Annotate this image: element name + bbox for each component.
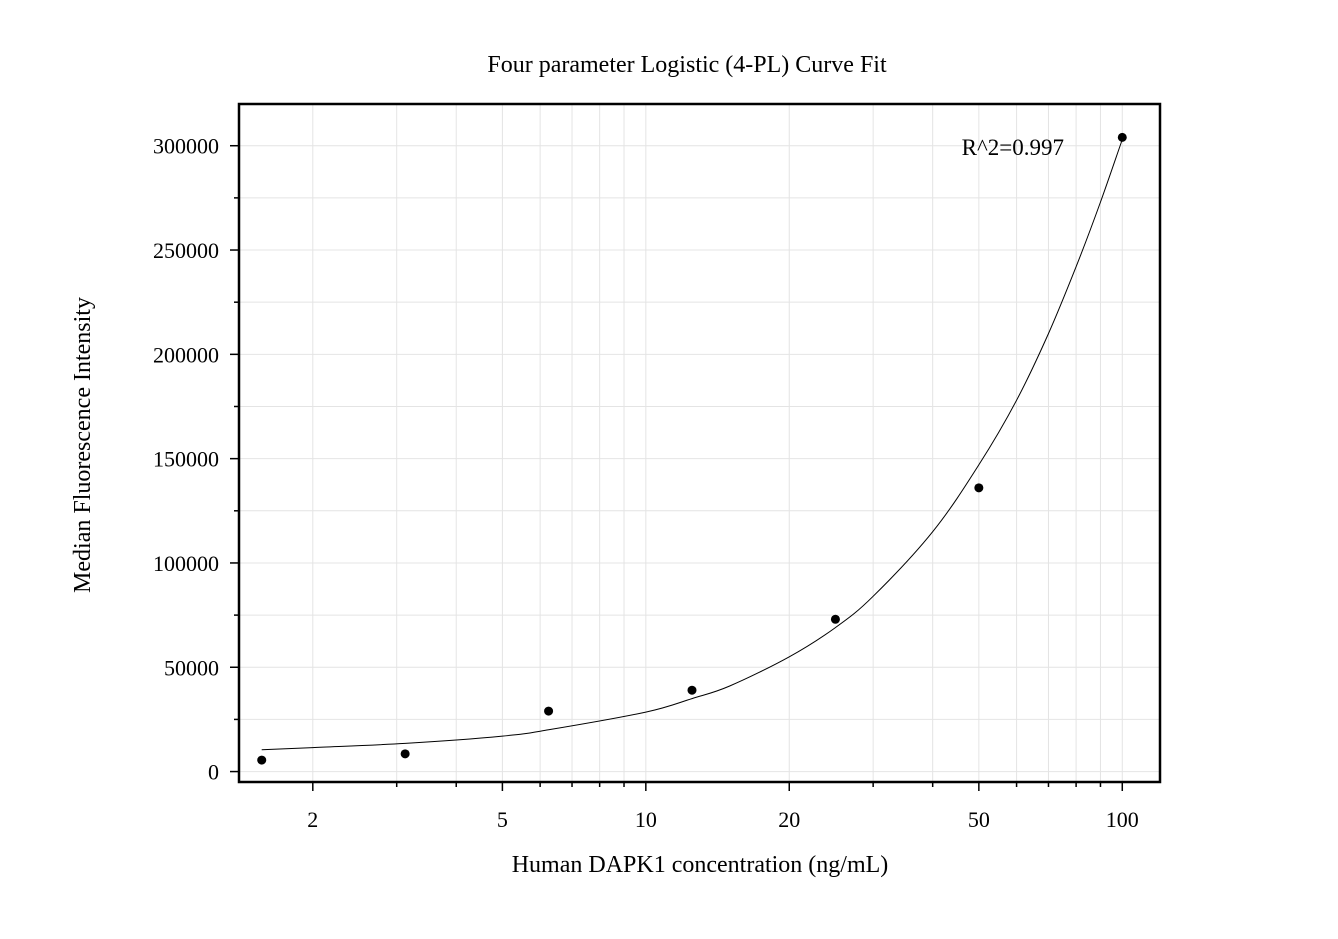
x-tick-label: 100	[1106, 807, 1139, 832]
y-axis-label: Median Fluorescence Intensity	[70, 297, 96, 593]
data-point	[830, 614, 840, 624]
data-point	[1117, 132, 1127, 142]
data-point	[400, 749, 410, 759]
data-point	[257, 755, 267, 765]
y-tick-label: 50000	[164, 655, 219, 680]
x-tick-label: 10	[635, 807, 657, 832]
y-tick-label: 300000	[153, 134, 219, 159]
y-tick-label: 0	[208, 760, 219, 785]
r-squared-annotation: R^2=0.997	[962, 135, 1064, 160]
y-tick-label: 250000	[153, 238, 219, 263]
axis-ticks: 2 5 10 20 50 100 0 50000 100000 150000 200000 25000…	[153, 134, 1139, 832]
data-point	[544, 706, 554, 716]
y-tick-label: 150000	[153, 447, 219, 472]
x-tick-label: 5	[497, 807, 508, 832]
data-points	[257, 132, 1127, 765]
x-tick-label: 20	[778, 807, 800, 832]
data-point	[687, 685, 697, 695]
chart-title: Four parameter Logistic (4-PL) Curve Fit	[487, 52, 887, 78]
fit-curve-layer	[261, 139, 1123, 751]
x-tick-label: 2	[307, 807, 318, 832]
grid	[239, 104, 1160, 782]
y-tick-label: 200000	[153, 342, 219, 367]
y-tick-label: 100000	[153, 551, 219, 576]
x-axis-label: Human DAPK1 concentration (ng/mL)	[512, 852, 889, 878]
plot-frame	[237, 102, 1162, 784]
x-tick-label: 50	[968, 807, 990, 832]
fit-curve	[261, 139, 1123, 751]
data-point	[974, 483, 984, 493]
